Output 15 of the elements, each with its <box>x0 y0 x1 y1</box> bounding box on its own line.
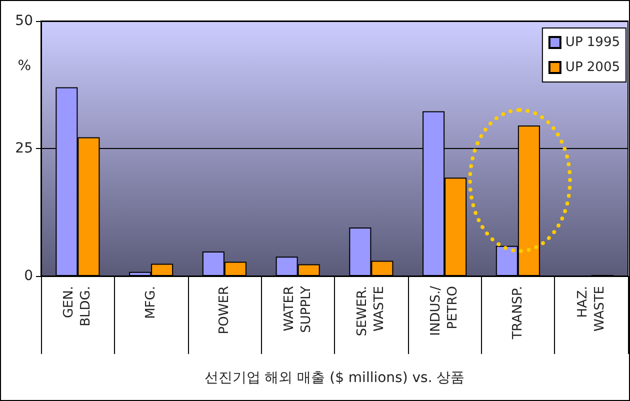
y-tick-label: 0 <box>24 268 33 284</box>
legend-label: UP 2005 <box>565 60 620 75</box>
legend-label: UP 1995 <box>565 35 620 50</box>
y-tick-label: 50 <box>15 13 33 29</box>
x-tick-label: SEWER. WASTE <box>355 286 388 336</box>
y-axis-title: % <box>18 58 31 74</box>
x-tick-label: TRANSP. <box>510 286 526 340</box>
x-tick-label: POWER <box>216 286 232 334</box>
x-tick-label: GEN. BLDG. <box>62 286 94 326</box>
x-tick-label: HAZ. WASTE <box>575 286 608 332</box>
x-axis-title: 선진기업 해외 매출 ($ millions) vs. 상품 <box>204 370 465 386</box>
x-tick-label: MFG. <box>144 286 159 319</box>
x-tick-label: INDUS./ PETRO <box>428 285 461 336</box>
y-tick-label: 25 <box>15 140 33 156</box>
x-tick-label: WATER SUPPLY <box>282 286 314 333</box>
